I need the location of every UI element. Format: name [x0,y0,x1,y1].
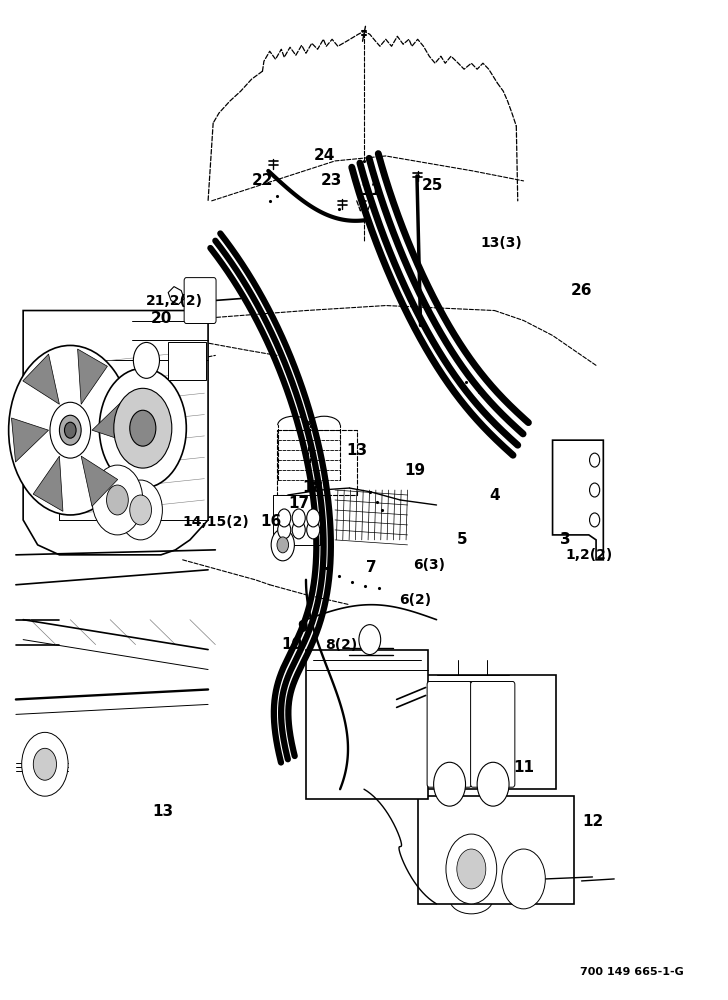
Text: 9: 9 [297,620,308,635]
Circle shape [306,521,320,539]
Text: 23: 23 [320,173,342,188]
Text: 10: 10 [281,637,302,652]
Circle shape [99,368,186,488]
Circle shape [130,410,156,446]
Text: 4: 4 [489,488,500,503]
Text: 26: 26 [571,283,593,298]
FancyBboxPatch shape [306,650,428,799]
Circle shape [92,465,143,535]
FancyBboxPatch shape [427,681,471,787]
Text: 13(3): 13(3) [481,236,523,250]
Polygon shape [92,398,129,442]
Polygon shape [23,354,60,404]
Circle shape [277,509,290,527]
Circle shape [65,422,76,438]
Circle shape [306,509,320,527]
FancyBboxPatch shape [470,681,515,787]
Circle shape [359,625,381,655]
Circle shape [119,480,162,540]
Text: 21,2(2): 21,2(2) [146,294,202,308]
Circle shape [292,509,305,527]
Circle shape [434,762,465,806]
Text: 12: 12 [582,814,603,829]
Text: 8(2): 8(2) [325,638,357,652]
Circle shape [114,388,172,468]
Polygon shape [553,440,604,560]
Text: 17: 17 [288,496,309,511]
Circle shape [60,415,81,445]
Polygon shape [78,349,108,404]
Circle shape [457,849,486,889]
Text: 19: 19 [404,463,425,478]
Text: 13: 13 [152,804,173,819]
Polygon shape [33,456,63,511]
Polygon shape [81,456,118,506]
Text: 7: 7 [366,560,376,575]
FancyBboxPatch shape [168,342,206,380]
Circle shape [22,732,68,796]
Text: 6(2): 6(2) [399,593,431,607]
Polygon shape [12,418,49,462]
Text: 6(3): 6(3) [414,558,446,572]
Circle shape [502,849,545,909]
Circle shape [277,521,290,539]
Text: 14,15(2): 14,15(2) [182,515,249,529]
FancyBboxPatch shape [273,495,320,545]
Text: 22: 22 [252,173,273,188]
Circle shape [271,529,294,561]
Text: 700 149 665-1-G: 700 149 665-1-G [580,967,684,977]
Circle shape [50,402,90,458]
Polygon shape [168,287,184,305]
Circle shape [33,748,57,780]
Text: 20: 20 [150,311,172,326]
Circle shape [277,537,288,553]
Circle shape [590,513,600,527]
Text: 11: 11 [513,760,534,775]
Text: 5: 5 [456,532,467,547]
Circle shape [590,483,600,497]
Circle shape [106,485,128,515]
Circle shape [130,495,151,525]
Polygon shape [23,311,208,555]
Circle shape [9,345,132,515]
Circle shape [477,762,509,806]
Text: 16: 16 [261,514,282,529]
Text: 1,2(2): 1,2(2) [565,548,612,562]
Text: 11: 11 [361,183,381,198]
FancyBboxPatch shape [419,796,574,904]
Circle shape [292,521,305,539]
Text: 24: 24 [314,148,335,163]
Text: 13: 13 [347,443,368,458]
Text: 18: 18 [303,480,324,495]
FancyBboxPatch shape [184,278,216,323]
Circle shape [446,834,496,904]
Text: 3: 3 [561,532,571,547]
Text: 25: 25 [422,178,443,193]
Circle shape [590,453,600,467]
Circle shape [133,342,159,378]
FancyBboxPatch shape [411,675,556,789]
